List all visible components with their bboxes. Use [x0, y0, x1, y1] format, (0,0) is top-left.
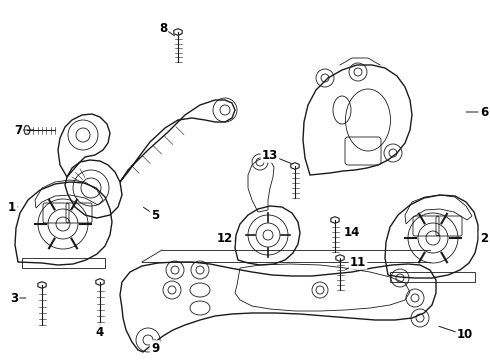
Text: 1: 1	[8, 201, 16, 213]
Text: 5: 5	[151, 208, 159, 221]
Text: 13: 13	[262, 149, 278, 162]
Text: 9: 9	[151, 342, 159, 355]
Text: 4: 4	[96, 327, 104, 339]
Text: 6: 6	[480, 105, 488, 118]
Text: 14: 14	[344, 225, 360, 239]
Text: 3: 3	[10, 292, 18, 305]
Text: 10: 10	[457, 328, 473, 342]
Text: 2: 2	[480, 231, 488, 244]
Text: 7: 7	[14, 123, 22, 136]
Text: 12: 12	[217, 231, 233, 244]
Text: 8: 8	[159, 22, 167, 35]
Text: 11: 11	[350, 256, 366, 269]
